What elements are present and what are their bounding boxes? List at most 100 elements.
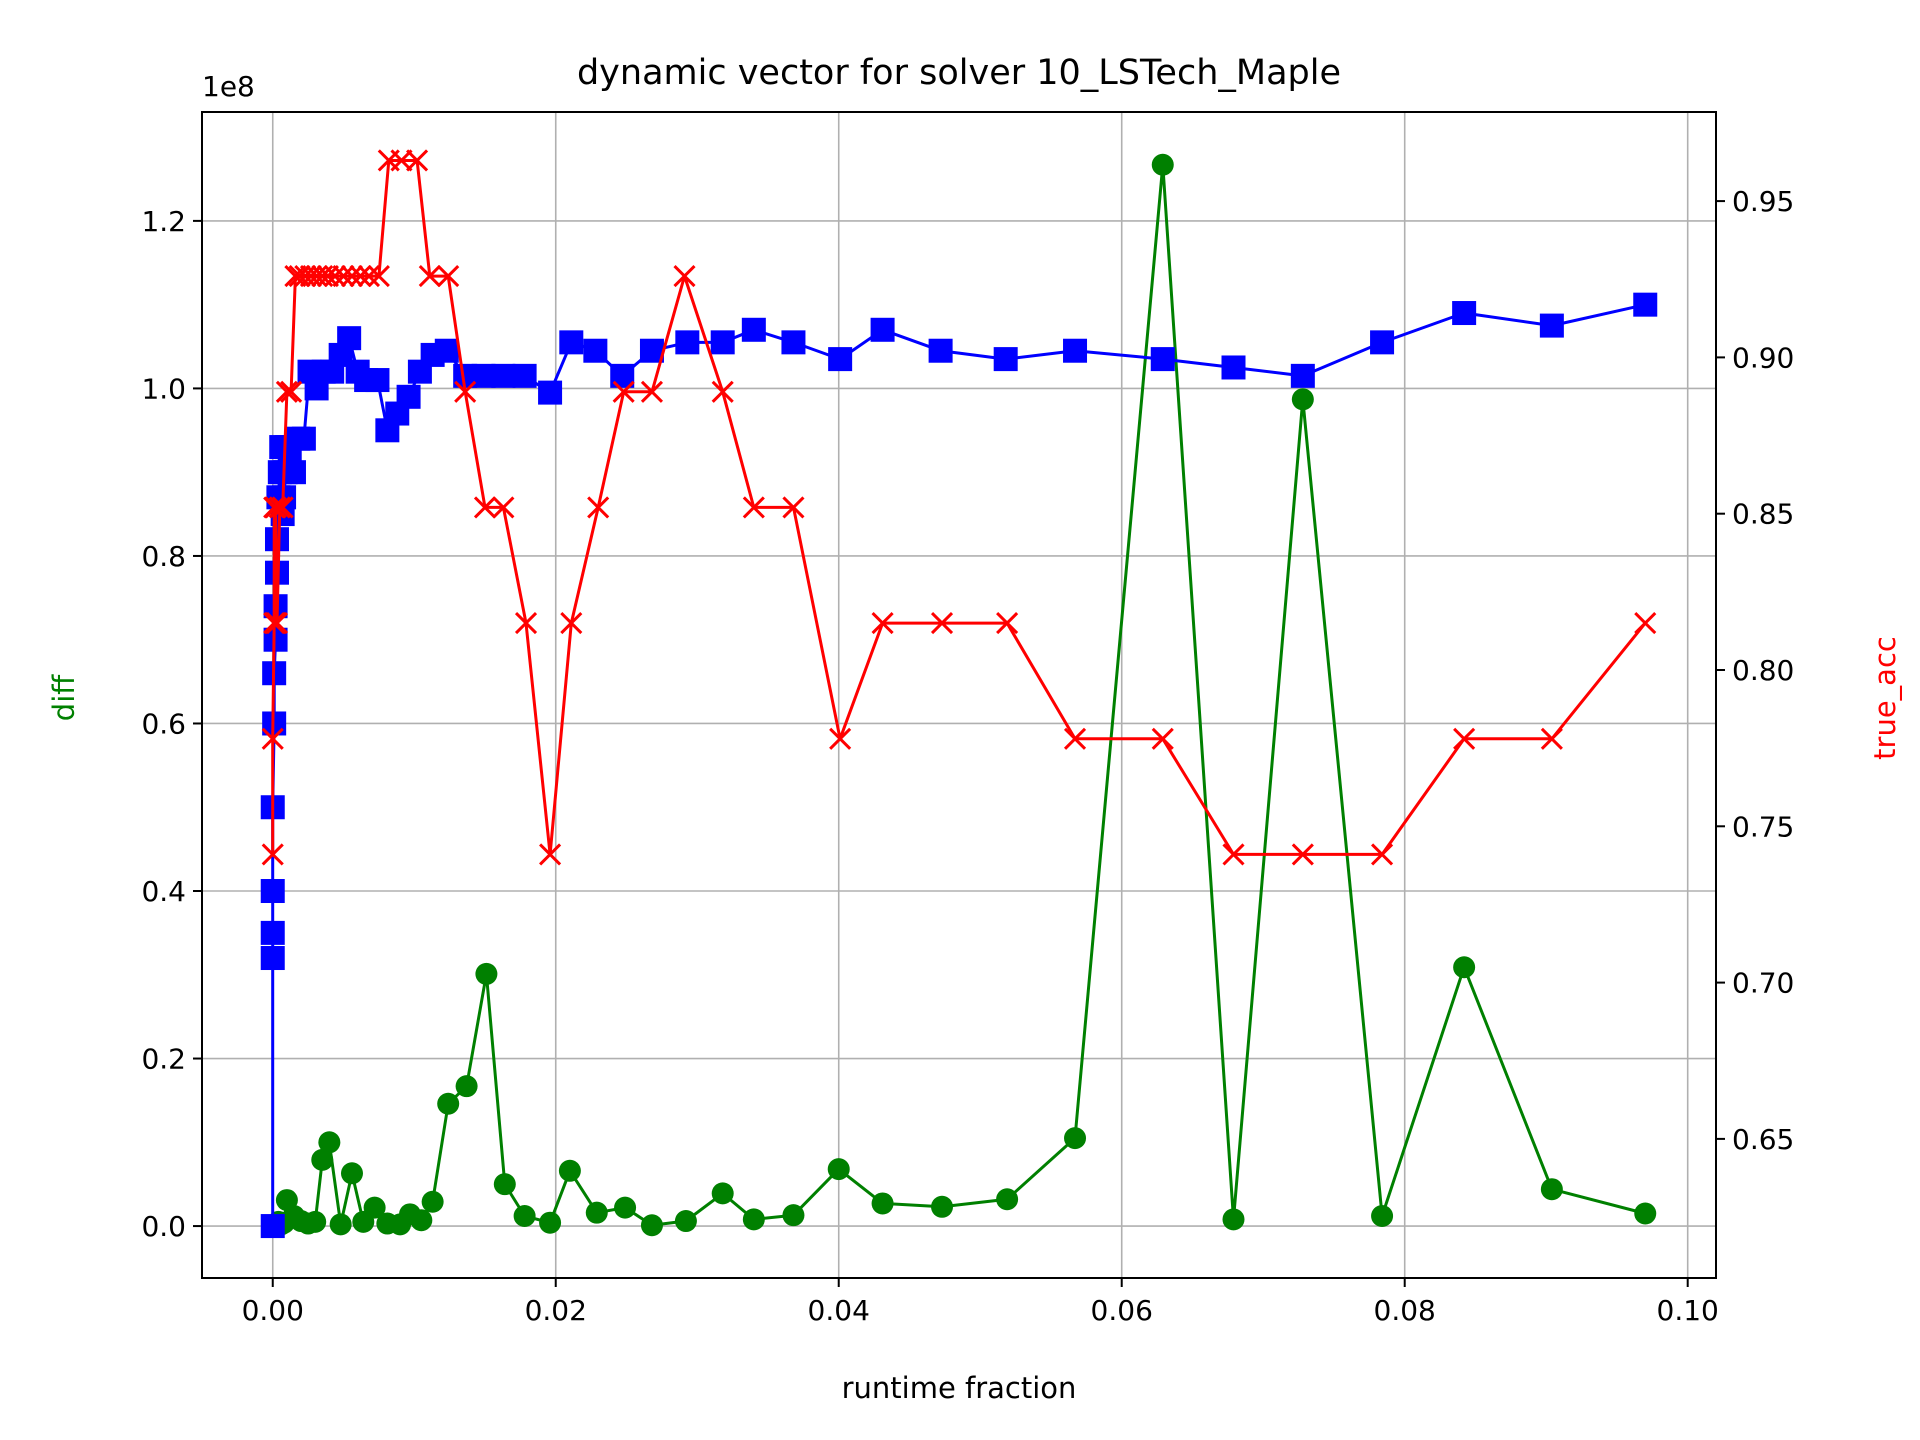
- data-point: [827, 1158, 850, 1181]
- data-point: [1371, 1205, 1394, 1228]
- data-point: [675, 330, 700, 355]
- data-point: [390, 149, 413, 172]
- series-circle: [261, 153, 1657, 1238]
- y-right-tick-label: 0.90: [1732, 341, 1794, 374]
- y-right-tick-label: 0.75: [1732, 810, 1794, 843]
- data-point: [711, 1182, 734, 1205]
- data-point: [587, 496, 610, 519]
- data-point: [742, 1208, 765, 1231]
- data-point: [261, 843, 284, 866]
- x-axis: 0.00 0.02 0.04 0.06 0.08 0.10: [242, 1278, 1719, 1327]
- data-point: [1633, 292, 1658, 317]
- data-point: [559, 330, 584, 355]
- data-point: [271, 496, 294, 519]
- data-point: [284, 265, 307, 288]
- data-point: [931, 1195, 954, 1218]
- data-point: [612, 380, 635, 403]
- y-right-tick-label: 0.85: [1732, 498, 1794, 531]
- data-point: [367, 265, 390, 288]
- y-axis-offset-text: 1e8: [202, 70, 255, 103]
- data-point: [260, 920, 285, 945]
- data-point: [1151, 153, 1174, 176]
- data-point: [1221, 355, 1246, 380]
- data-point: [329, 1213, 352, 1236]
- data-point: [275, 380, 298, 403]
- data-point: [264, 496, 287, 519]
- data-point: [437, 265, 460, 288]
- data-point: [993, 347, 1018, 372]
- data-point: [291, 426, 316, 451]
- data-point: [640, 1214, 663, 1237]
- data-point: [1540, 727, 1563, 750]
- data-point: [357, 265, 381, 288]
- data-point: [560, 612, 583, 635]
- data-point: [782, 496, 805, 519]
- data-point: [614, 1196, 637, 1219]
- data-point: [421, 1190, 444, 1213]
- y-left-tick-label: 0.2: [141, 1043, 186, 1076]
- data-point: [260, 879, 285, 904]
- data-point: [437, 1092, 460, 1115]
- data-point: [475, 962, 498, 985]
- data-point: [741, 317, 766, 342]
- data-point: [406, 149, 429, 172]
- data-point: [492, 496, 515, 519]
- series-layer: [260, 149, 1658, 1239]
- data-point: [870, 317, 895, 342]
- data-point: [673, 265, 696, 288]
- data-point: [268, 496, 291, 519]
- y-left-tick-label: 0.0: [141, 1210, 186, 1243]
- data-point: [871, 1192, 894, 1215]
- data-point: [585, 1201, 608, 1224]
- data-point: [711, 380, 734, 403]
- data-point: [996, 612, 1019, 635]
- data-point: [539, 1211, 562, 1234]
- data-point: [583, 338, 608, 363]
- data-point: [473, 496, 497, 519]
- data-point: [396, 384, 421, 409]
- data-point: [1222, 1208, 1245, 1231]
- data-point: [311, 1148, 334, 1171]
- data-point: [349, 265, 372, 288]
- data-point: [491, 363, 516, 388]
- data-point: [1063, 727, 1087, 750]
- y-axis-right-label: true_acc: [1868, 636, 1902, 760]
- x-tick-label: 0.08: [1374, 1294, 1436, 1327]
- plot-frame: [201, 111, 1717, 1279]
- y-left-tick-label: 1.0: [141, 372, 186, 405]
- data-point: [1291, 843, 1314, 866]
- data-point: [332, 265, 355, 288]
- series-line: [271, 159, 1647, 856]
- data-point: [1291, 388, 1314, 411]
- data-point: [1452, 301, 1477, 326]
- data-point: [281, 460, 306, 485]
- data-point: [539, 843, 562, 866]
- data-point: [871, 612, 894, 635]
- data-point: [410, 1209, 433, 1232]
- data-point: [1453, 956, 1476, 979]
- y-axis-left: 0.0 0.2 0.4 0.6 0.8 1.0 1.2: [141, 205, 202, 1243]
- data-point: [1063, 338, 1088, 363]
- y-left-tick-label: 0.8: [141, 540, 186, 573]
- data-point: [930, 612, 954, 635]
- y-right-tick-label: 0.65: [1732, 1123, 1794, 1156]
- data-point: [514, 612, 538, 635]
- data-point: [996, 1188, 1019, 1211]
- data-point: [261, 727, 284, 750]
- data-point: [1453, 727, 1476, 750]
- data-point: [304, 1210, 327, 1233]
- data-point: [1634, 612, 1657, 635]
- data-point: [340, 1162, 363, 1185]
- data-point: [265, 612, 289, 635]
- data-point: [742, 496, 765, 519]
- data-point: [455, 1075, 478, 1098]
- data-point: [1290, 363, 1315, 388]
- data-point: [260, 1214, 285, 1239]
- data-point: [828, 347, 853, 372]
- chart-title: dynamic vector for solver 10_LSTech_Mapl…: [577, 53, 1341, 93]
- data-point: [1371, 843, 1394, 866]
- y-right-tick-label: 0.95: [1732, 185, 1794, 218]
- y-axis-left-label: diff: [47, 674, 81, 721]
